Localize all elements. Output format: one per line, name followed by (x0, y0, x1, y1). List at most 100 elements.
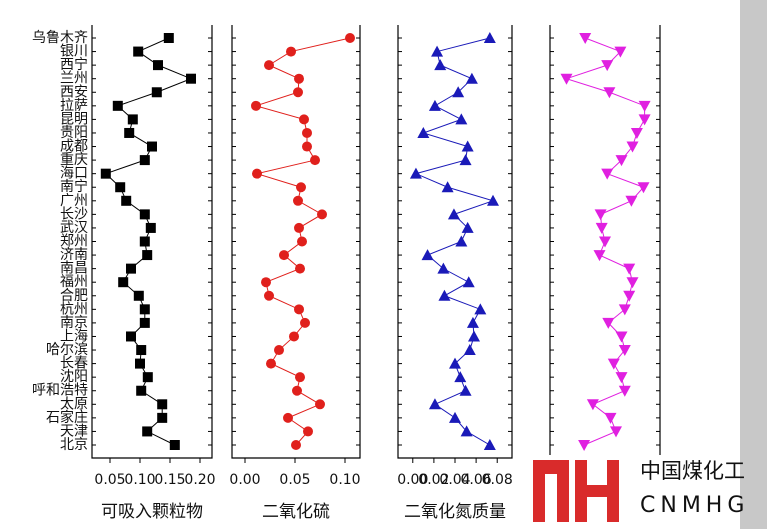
y-tick-label: 济南 (60, 247, 88, 263)
marker (289, 331, 299, 342)
marker (449, 411, 461, 423)
x-tick-label: 0.00 (397, 472, 428, 488)
marker (625, 195, 638, 207)
x-tick-label: 0.04 (439, 472, 470, 488)
marker (601, 60, 614, 72)
y-tick-label: 成都 (60, 139, 88, 155)
marker (447, 208, 460, 220)
marker (431, 45, 444, 57)
marker (157, 412, 168, 423)
x-tick-label: 0.00 (229, 472, 260, 488)
marker (294, 304, 304, 315)
marker (142, 426, 153, 437)
marker (136, 385, 147, 396)
marker (615, 155, 628, 167)
marker (300, 317, 310, 328)
marker (124, 127, 135, 138)
marker (303, 426, 313, 437)
marker (139, 236, 150, 247)
logo-brand: 中国煤化工 (640, 459, 745, 483)
y-tick-label: 昆明 (60, 111, 88, 127)
y-tick-label: 兰州 (60, 71, 88, 87)
marker (615, 372, 628, 384)
marker (461, 221, 474, 233)
marker (100, 168, 111, 179)
marker (127, 114, 138, 125)
marker (345, 33, 355, 43)
x-axis-title: 二氧化硫 (262, 502, 330, 522)
marker (602, 317, 615, 329)
x-tick-label: 0.05 (279, 472, 310, 488)
y-tick-label: 福州 (60, 274, 88, 290)
marker (421, 249, 434, 261)
marker (483, 32, 496, 43)
marker (595, 222, 608, 234)
marker (437, 262, 450, 274)
y-tick-label: 长春 (60, 356, 88, 372)
marker (147, 141, 157, 152)
y-tick-label: 杭州 (60, 301, 88, 317)
marker (292, 385, 302, 396)
marker (297, 236, 307, 247)
logo-shape (575, 460, 587, 522)
marker (593, 250, 606, 262)
marker (623, 263, 636, 275)
marker (607, 358, 620, 370)
logo-code: CNMHG (640, 493, 749, 518)
marker (465, 72, 478, 84)
marker (169, 440, 180, 450)
y-tick-label: 广州 (60, 193, 88, 209)
marker (151, 87, 162, 98)
marker (466, 316, 479, 328)
side-strip (740, 0, 767, 529)
marker (252, 168, 262, 179)
marker (118, 277, 129, 288)
y-tick-label: 北京 (60, 437, 88, 453)
marker (428, 398, 441, 410)
axis-frame (397, 25, 513, 459)
y-tick-label: 西宁 (60, 56, 88, 73)
y-tick-label: 天津 (60, 423, 88, 439)
marker (163, 33, 174, 43)
x-tick-label: 0.20 (184, 472, 215, 488)
y-tick-label: 银川 (60, 44, 88, 60)
x-axis-title: 二氧化氮质量 (404, 502, 506, 522)
marker (438, 289, 451, 301)
marker (135, 358, 145, 369)
marker (637, 182, 650, 194)
marker (139, 304, 150, 315)
marker (428, 99, 441, 111)
y-tick-label: 上海 (60, 328, 88, 344)
marker (638, 100, 651, 112)
marker (618, 385, 631, 397)
marker (615, 331, 628, 343)
marker (139, 209, 150, 220)
marker (560, 73, 573, 85)
marker (463, 344, 476, 356)
marker (449, 357, 461, 369)
logo-shape (545, 460, 557, 474)
marker (483, 439, 496, 450)
marker (145, 222, 156, 233)
y-tick-label: 长沙 (60, 206, 88, 222)
y-tick-label: 郑州 (60, 234, 88, 250)
y-tick-label: 西安 (60, 84, 88, 100)
y-tick-label: 太原 (60, 396, 88, 412)
marker (291, 440, 301, 450)
y-tick-label: 南宁 (60, 178, 88, 195)
marker (586, 399, 599, 411)
marker (251, 100, 261, 111)
marker (115, 182, 126, 193)
marker (286, 46, 296, 57)
x-tick-label: 0.10 (124, 472, 155, 488)
x-tick-label: 0.02 (418, 472, 449, 488)
marker (461, 140, 474, 152)
marker (112, 100, 123, 111)
marker (294, 222, 304, 233)
marker (274, 345, 284, 356)
marker (604, 412, 617, 424)
marker (630, 127, 643, 139)
marker (121, 195, 132, 206)
marker (454, 371, 467, 383)
